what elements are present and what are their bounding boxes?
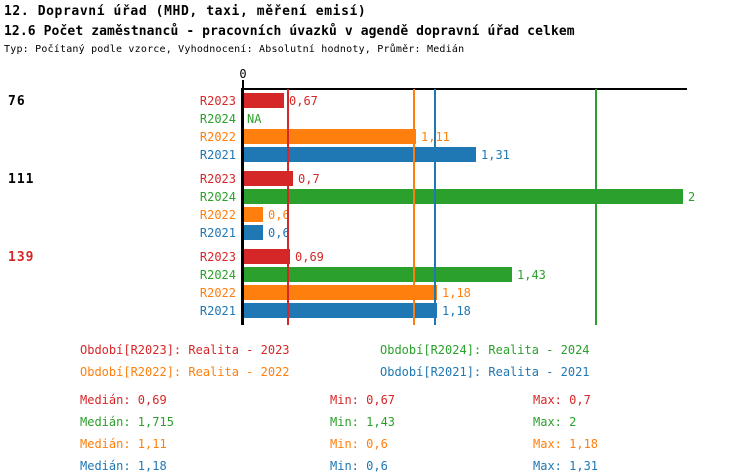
bar (244, 147, 476, 162)
bar (244, 225, 263, 240)
stat-max-r2021: Max: 1,31 (533, 459, 599, 473)
bar (244, 207, 263, 222)
stat-median-r2022: Medián: 1,11 (80, 437, 167, 451)
median-line (287, 89, 289, 325)
median-line (413, 89, 415, 325)
median-line (434, 89, 436, 325)
series-row-label: R2023 (199, 172, 236, 186)
bar-value-label: 0,67 (289, 94, 318, 108)
bar-value-label: 1,18 (442, 304, 471, 318)
bar-value-label: 0,7 (298, 172, 320, 186)
chart-meta-line: Typ: Počítaný podle vzorce, Vyhodnocení:… (4, 44, 465, 55)
x-axis-zero-tick (242, 80, 244, 88)
series-row-label: R2024 (199, 190, 236, 204)
bar-value-label: 2 (688, 190, 696, 204)
median-line (595, 89, 597, 325)
chart-title: 12.6 Počet zaměstnanců - pracovních úvaz… (4, 24, 575, 39)
series-row-label: R2023 (199, 250, 236, 264)
series-row-label: R2024 (199, 112, 236, 126)
series-row-label: R2021 (199, 148, 236, 162)
stat-median-r2023: Medián: 0,69 (80, 393, 167, 407)
bar-value-label: 0,6 (268, 226, 290, 240)
group-label: 139 (8, 250, 35, 265)
group-label: 76 (8, 94, 26, 109)
series-row-label: R2022 (199, 130, 236, 144)
x-axis-zero-label: 0 (239, 67, 247, 81)
bar-value-label: 1,31 (481, 148, 510, 162)
bar (244, 189, 683, 204)
y-axis-line (241, 88, 244, 325)
stat-median-r2021: Medián: 1,18 (80, 459, 167, 473)
series-row-label: R2023 (199, 94, 236, 108)
bar-value-label: NA (247, 112, 262, 126)
bar (244, 267, 512, 282)
x-axis-line (243, 88, 687, 90)
series-row-label: R2024 (199, 268, 236, 282)
stat-min-r2023: Min: 0,67 (330, 393, 396, 407)
bar-value-label: 1,43 (517, 268, 546, 282)
group-label: 111 (8, 172, 35, 187)
bar-value-label: 0,6 (268, 208, 290, 222)
legend-item-r2024: Období[R2024]: Realita - 2024 (380, 343, 590, 357)
stat-min-r2021: Min: 0,6 (330, 459, 388, 473)
bar-value-label: 1,18 (442, 286, 471, 300)
bar (244, 171, 293, 186)
bar (244, 285, 437, 300)
legend-item-r2023: Období[R2023]: Realita - 2023 (80, 343, 290, 357)
stat-max-r2024: Max: 2 (533, 415, 577, 429)
bar (244, 129, 416, 144)
bar (244, 249, 290, 264)
stat-max-r2023: Max: 0,7 (533, 393, 591, 407)
bar (244, 93, 284, 108)
legend-item-r2021: Období[R2021]: Realita - 2021 (380, 365, 590, 379)
series-row-label: R2022 (199, 286, 236, 300)
stat-min-r2022: Min: 0,6 (330, 437, 388, 451)
bar (244, 303, 437, 318)
legend-item-r2022: Období[R2022]: Realita - 2022 (80, 365, 290, 379)
series-row-label: R2022 (199, 208, 236, 222)
stat-min-r2024: Min: 1,43 (330, 415, 396, 429)
series-row-label: R2021 (199, 226, 236, 240)
stat-max-r2022: Max: 1,18 (533, 437, 599, 451)
bar-value-label: 0,69 (295, 250, 324, 264)
series-row-label: R2021 (199, 304, 236, 318)
stat-median-r2024: Medián: 1,715 (80, 415, 174, 429)
report-section-title: 12. Dopravní úřad (MHD, taxi, měření emi… (4, 4, 367, 19)
